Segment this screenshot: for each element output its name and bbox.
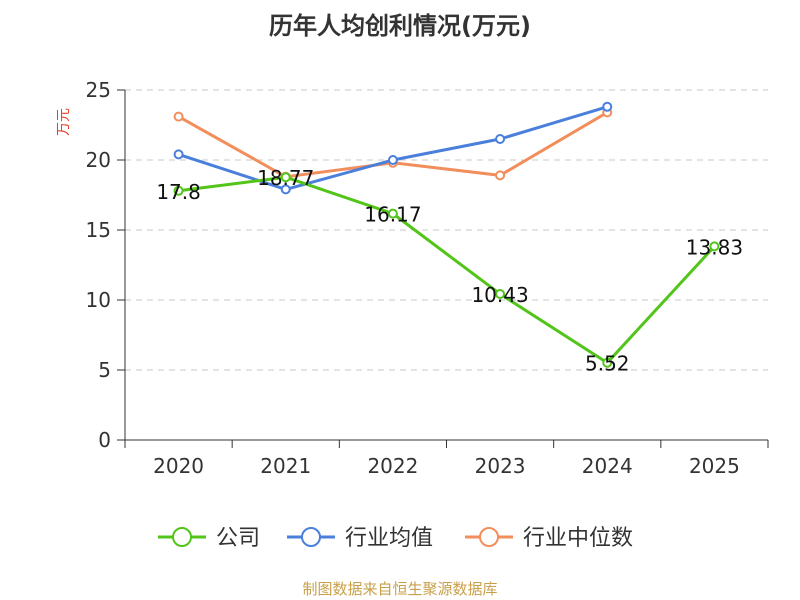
legend-marker [479,527,499,547]
data-label: 18.77 [257,166,314,190]
gridlines [125,89,768,371]
series-line-1 [178,105,608,191]
data-point [602,357,613,368]
x-tick-label: 2022 [367,454,418,478]
y-tick-label: 15 [86,218,111,242]
y-tick-label: 20 [86,148,111,172]
data-label: 13.83 [686,235,743,259]
legend-label: 公司 [216,526,260,551]
data-label: 5.52 [585,352,630,376]
data-label: 10.43 [471,283,528,307]
data-point [173,111,184,122]
legend-marker [172,527,192,547]
y-tick-label: 25 [86,78,111,102]
data-label: 16.17 [364,203,421,227]
legend-label: 行业均值 [345,526,433,551]
x-tick-label: 2023 [475,454,526,478]
data-point [602,101,613,112]
x-tick-label: 2020 [153,454,204,478]
x-tick-label: 2025 [689,454,740,478]
series-layer [173,101,720,368]
data-labels: 17.8 18.77 16.17 10.43 5.52 13.83 [156,166,743,376]
y-tick-label: 0 [98,428,111,452]
legend: 公司 行业均值 行业中位数 [158,526,633,551]
data-point [387,155,398,165]
data-point [495,170,506,181]
series-line-0 [178,175,716,365]
data-point [387,208,398,219]
source-note: 制图数据来自恒生聚源数据库 [302,580,497,598]
data-point [280,184,291,195]
data-point [280,172,291,183]
legend-label: 行业中位数 [523,526,633,551]
data-point [173,185,184,196]
y-axis-label: 万元 [56,108,72,136]
chart-title: 历年人均创利情况(万元) [269,12,531,40]
data-point [495,288,506,299]
data-point [173,149,184,160]
legend-marker [301,527,321,547]
data-point [709,241,720,252]
x-tick-label: 2024 [582,454,633,478]
data-point [495,134,506,144]
data-label: 17.8 [156,180,201,204]
x-tick-label: 2021 [260,454,311,478]
y-tick-label: 10 [86,288,111,312]
y-tick-label: 5 [98,358,111,382]
